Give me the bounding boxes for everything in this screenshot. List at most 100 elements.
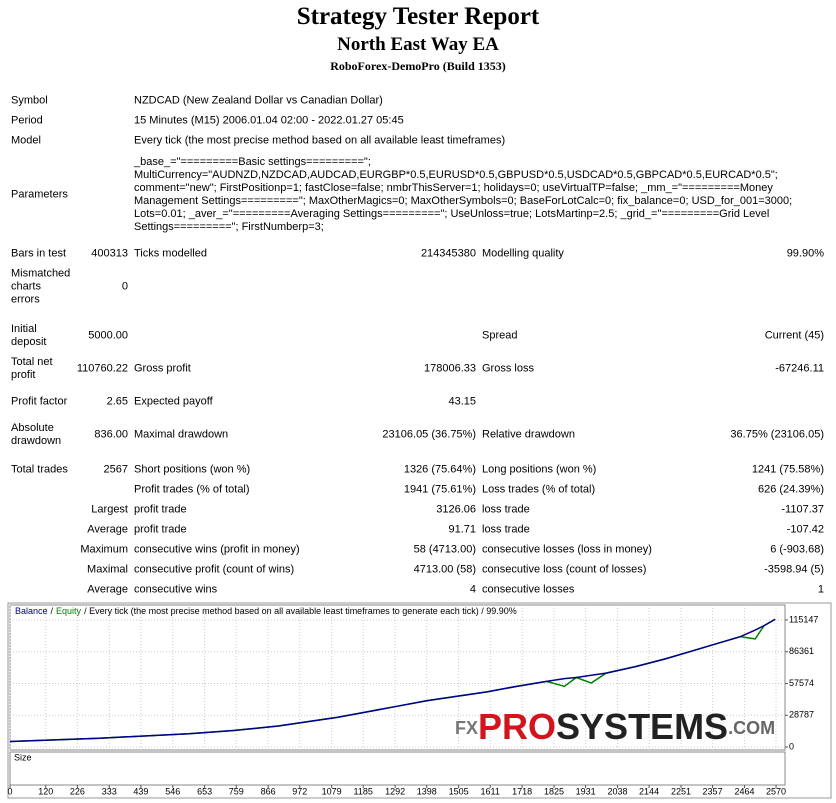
legend-entry: Balance — [15, 606, 48, 616]
stat-label: loss trade — [482, 503, 530, 516]
stat-label: Total trades — [11, 463, 68, 476]
stat-value: 626 (24.39%) — [757, 483, 824, 496]
stat-label: Initial deposit — [11, 323, 47, 348]
stat-label: consecutive losses (loss in money) — [482, 543, 652, 556]
stat-value: -3598.94 (5) — [764, 563, 824, 576]
x-tick-label: 653 — [197, 786, 212, 796]
stat-label: Ticks modelled — [134, 247, 207, 260]
stat-label: profit trade — [134, 523, 187, 536]
y-tick-label: 86361 — [789, 646, 814, 656]
stat-label: consecutive wins — [134, 583, 218, 596]
x-tick-label: 1611 — [481, 786, 500, 796]
stat-value: 23106.05 (36.75%) — [382, 428, 476, 441]
stat-label: consecutive profit (count of wins) — [134, 563, 295, 576]
stat-label: Maximal — [87, 563, 128, 576]
stat-label: Maximal drawdown — [134, 428, 229, 441]
x-tick-label: 2038 — [607, 786, 627, 796]
stat-label: Maximum — [80, 543, 128, 556]
subtitle: North East Way EA — [337, 34, 499, 55]
size-label: Size — [14, 752, 32, 762]
stat-value: 36.75% (23106.05) — [730, 428, 824, 441]
stat-value: 58 (4713.00) — [413, 543, 476, 556]
info-label: Period — [11, 114, 43, 127]
stat-label: Absolute drawdown — [11, 422, 62, 447]
x-tick-label: 333 — [102, 786, 117, 796]
stat-label: Loss trades (% of total) — [482, 483, 596, 496]
stat-value: 836.00 — [94, 428, 128, 441]
info-value: _base_="=========Basic settings=========… — [134, 156, 793, 233]
stat-label: Average — [87, 583, 128, 596]
x-tick-label: 2144 — [639, 786, 659, 796]
stat-label: consecutive losses — [482, 583, 575, 596]
x-tick-label: 439 — [133, 786, 148, 796]
x-tick-label: 120 — [38, 786, 53, 796]
stat-value: 178006.33 — [424, 362, 476, 375]
stat-value: 91.71 — [448, 523, 476, 536]
y-tick-label: 57574 — [789, 678, 814, 688]
stat-label: Largest — [91, 503, 128, 516]
stat-value: -67246.11 — [775, 362, 824, 375]
watermark-part: PRO — [478, 706, 556, 747]
stat-value: 43.15 — [448, 395, 476, 408]
x-tick-label: 2357 — [703, 786, 723, 796]
info-label: Symbol — [11, 94, 48, 107]
stat-value: 110760.22 — [76, 362, 128, 375]
x-tick-label: 1185 — [354, 786, 373, 796]
stat-label: Profit factor — [11, 395, 68, 408]
stat-label: Relative drawdown — [482, 428, 575, 441]
x-tick-label: 226 — [70, 786, 85, 796]
stat-value: 0 — [121, 280, 128, 293]
stat-label: Expected payoff — [134, 395, 213, 408]
legend-caption: / Every tick (the most precise method ba… — [84, 606, 517, 616]
stat-value: 2.65 — [106, 395, 128, 408]
x-tick-label: 759 — [229, 786, 244, 796]
watermark-part: .COM — [728, 718, 775, 738]
y-tick-label: 0 — [789, 741, 794, 751]
x-tick-label: 1079 — [322, 786, 342, 796]
stat-value: 1 — [817, 583, 824, 596]
info-value: NZDCAD (New Zealand Dollar vs Canadian D… — [134, 94, 383, 107]
stat-label: Gross profit — [134, 362, 191, 375]
stat-value: 99.90% — [786, 247, 824, 260]
stat-value: 1241 (75.58%) — [751, 463, 824, 476]
stat-label: Bars in test — [11, 247, 67, 260]
x-tick-label: 2464 — [734, 786, 754, 796]
stat-label: loss trade — [482, 523, 530, 536]
stat-value: -107.42 — [786, 523, 824, 536]
stat-value: 5000.00 — [88, 329, 128, 342]
stat-value: 4713.00 (58) — [413, 563, 476, 576]
info-value: Every tick (the most precise method base… — [134, 134, 506, 147]
server: RoboForex-DemoPro (Build 1353) — [330, 59, 506, 73]
watermark-part: FX — [455, 718, 478, 738]
stat-value: 2567 — [103, 463, 128, 476]
x-tick-label: 1718 — [512, 786, 532, 796]
info-label: Parameters — [11, 188, 68, 201]
stat-label: consecutive loss (count of losses) — [482, 563, 647, 576]
stat-label: consecutive wins (profit in money) — [134, 543, 300, 556]
x-tick-label: 2251 — [671, 786, 691, 796]
stat-label: Profit trades (% of total) — [134, 483, 250, 496]
stat-label: Mismatched charts errors — [11, 267, 71, 306]
info-value: 15 Minutes (M15) 2006.01.04 02:00 - 2022… — [134, 114, 404, 127]
x-tick-label: 1398 — [417, 786, 437, 796]
watermark: FXPROSYSTEMS.COM — [455, 706, 775, 747]
title: Strategy Tester Report — [296, 3, 540, 30]
stat-value: 4 — [469, 583, 476, 596]
stat-label: Gross loss — [482, 362, 534, 375]
x-tick-label: 1292 — [385, 786, 405, 796]
stat-label: Long positions (won %) — [482, 463, 597, 476]
stat-label: Total net profit — [11, 356, 53, 381]
stat-label: Modelling quality — [482, 247, 564, 260]
stat-value: 214345380 — [420, 247, 476, 260]
legend-separator: / — [51, 606, 54, 616]
watermark-part: SYSTEMS — [556, 706, 728, 747]
stat-label: profit trade — [134, 503, 187, 516]
stat-label: Average — [87, 523, 128, 536]
x-tick-label: 866 — [261, 786, 276, 796]
x-tick-label: 1931 — [576, 786, 596, 796]
x-tick-label: 546 — [165, 786, 180, 796]
stat-value: Current (45) — [764, 329, 824, 342]
series-line — [9, 618, 776, 743]
y-tick-label: 115147 — [789, 614, 818, 624]
